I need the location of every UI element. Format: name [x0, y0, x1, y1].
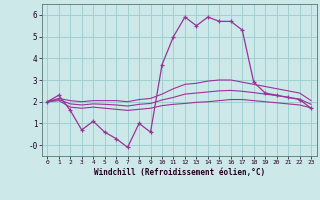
X-axis label: Windchill (Refroidissement éolien,°C): Windchill (Refroidissement éolien,°C) — [94, 168, 265, 177]
